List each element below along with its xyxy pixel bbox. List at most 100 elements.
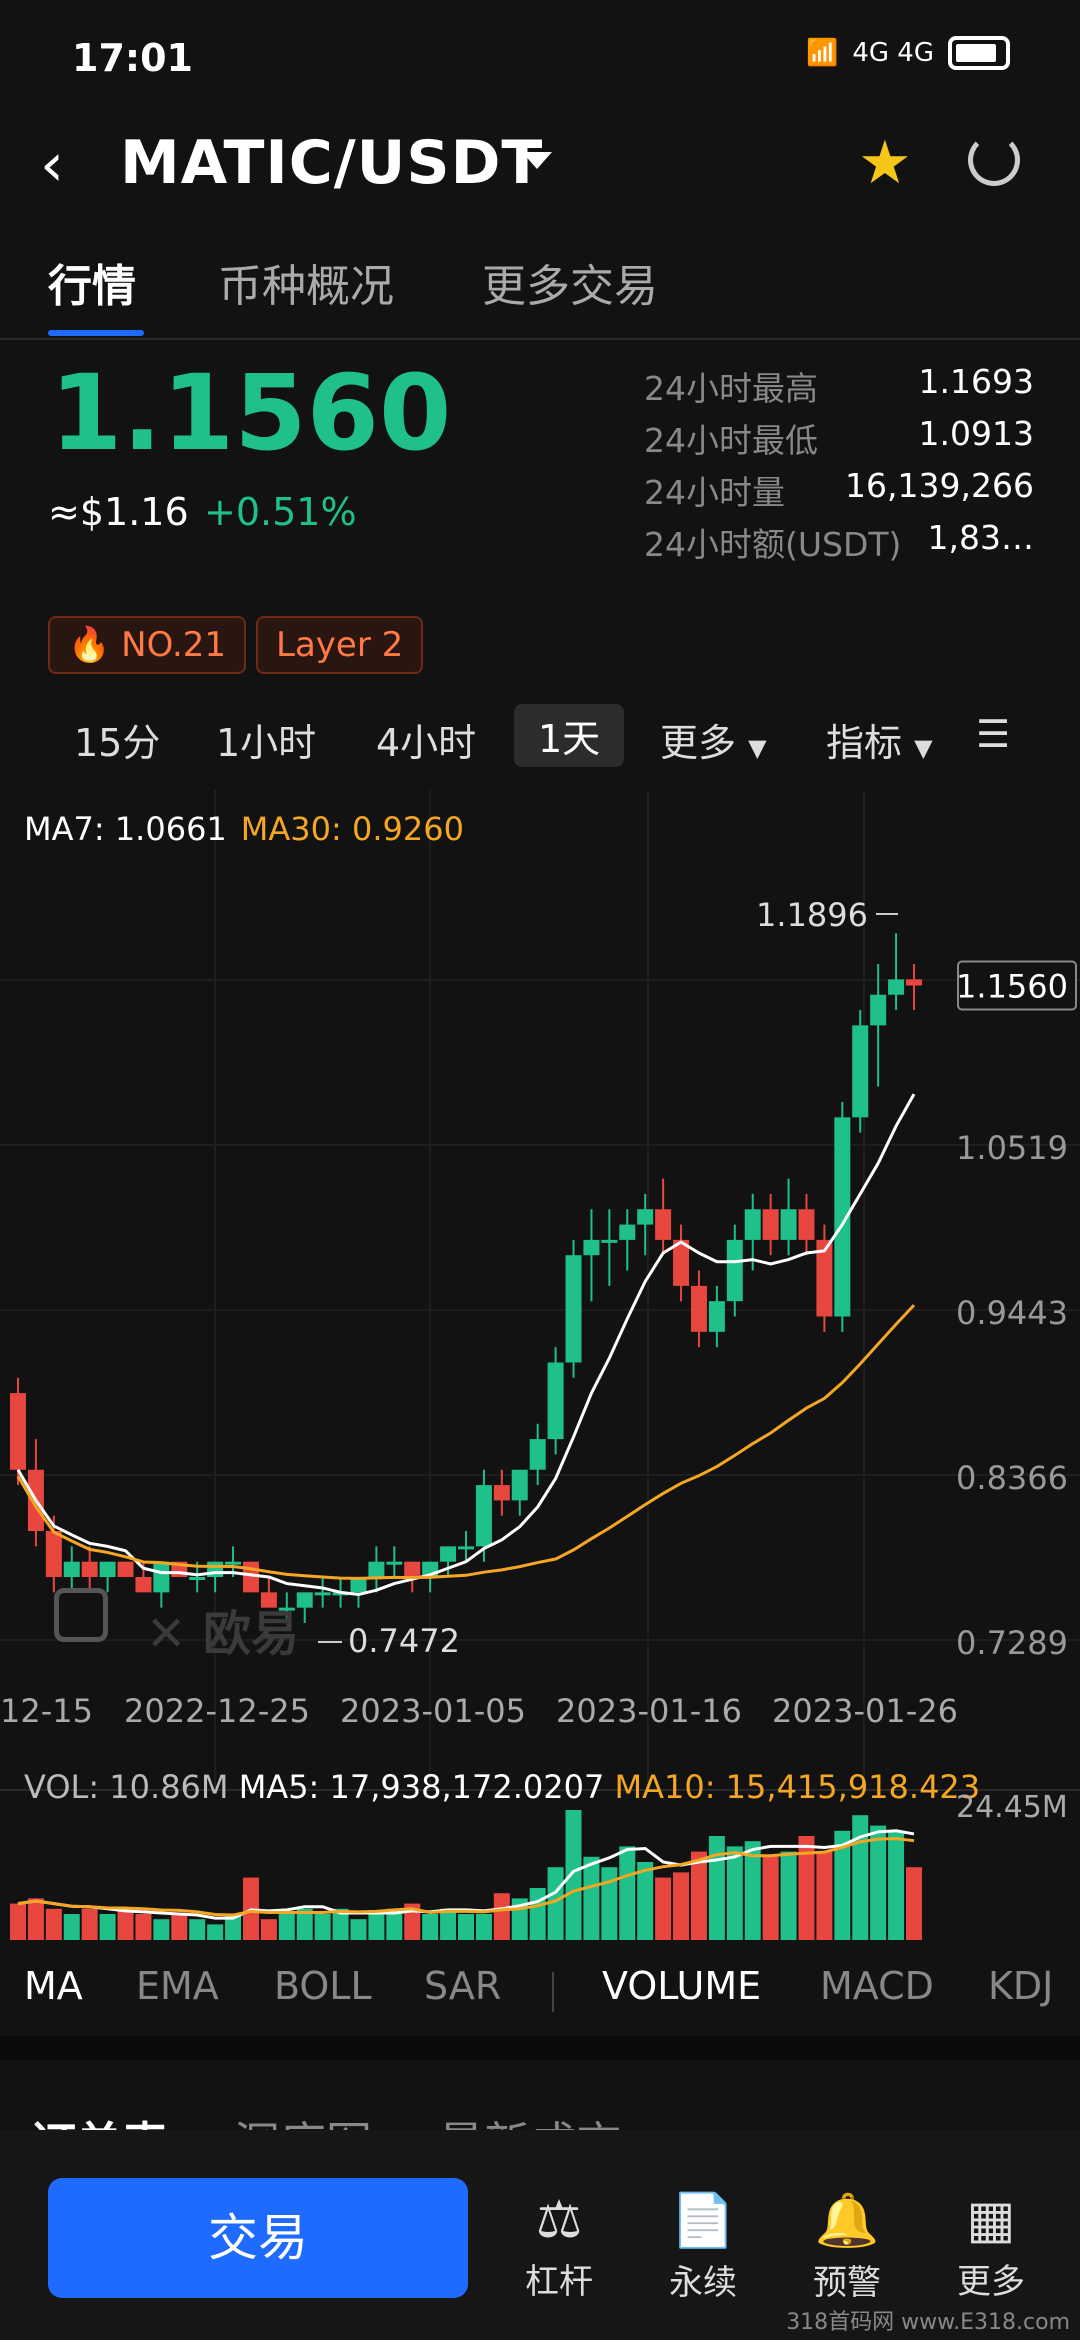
interval-1d[interactable]: 1天 xyxy=(514,704,625,767)
interval-4h[interactable]: 4小时 xyxy=(376,721,477,765)
volume-bar xyxy=(888,1830,905,1940)
indicator-menu[interactable]: 指标 ▼ xyxy=(826,712,933,767)
candle-body xyxy=(189,1577,206,1581)
battery-icon xyxy=(948,36,1010,70)
candles xyxy=(10,933,922,1623)
volume-bar xyxy=(565,1810,582,1940)
stat-label: 24小时额(USDT) xyxy=(644,525,902,564)
volume-bar xyxy=(207,1924,224,1940)
ind-boll[interactable]: BOLL xyxy=(274,1964,372,2008)
interval-bar: 15分 1小时 4小时 1天 更多 ▼ 指标 ▼ ☰ xyxy=(0,700,1080,780)
volume-bar xyxy=(798,1836,815,1940)
candle-body xyxy=(260,1592,277,1608)
ma7-value: MA7: 1.0661 xyxy=(24,810,227,848)
fullscreen-icon[interactable] xyxy=(54,1588,108,1642)
candle-body xyxy=(314,1592,331,1596)
ma-legend: MA7: 1.0661 MA30: 0.9260 xyxy=(24,810,464,848)
vol-axis-max: 24.45M xyxy=(956,1790,1068,1825)
nav-margin-label: 杠杆 xyxy=(525,2262,593,2302)
volume-bar xyxy=(153,1919,170,1940)
stat-row: 24小时最高 1.1693 xyxy=(644,362,1034,414)
current-price-box xyxy=(957,960,1077,1011)
category-badge[interactable]: Layer 2 xyxy=(256,616,424,674)
volume-legend: VOL: 10.86M MA5: 17,938,172.0207 MA10: 1… xyxy=(24,1768,980,1806)
tab-more-trading[interactable]: 更多交易 xyxy=(482,261,658,312)
chevron-down-icon[interactable] xyxy=(522,152,552,169)
volume-bar xyxy=(655,1877,672,1940)
grid-icon: ▦ xyxy=(966,2190,1016,2250)
tab-market[interactable]: 行情 xyxy=(48,261,136,312)
indicator-tabs: MA EMA BOLL SAR VOLUME MACD KDJ xyxy=(0,1950,1080,2030)
volume-bar xyxy=(816,1851,833,1940)
stat-row: 24小时最低 1.0913 xyxy=(644,414,1034,466)
candle-body xyxy=(350,1577,367,1593)
ind-sar[interactable]: SAR xyxy=(424,1964,502,2008)
candle-body xyxy=(386,1561,403,1565)
document-icon: 📄 xyxy=(670,2191,736,2251)
interval-15m[interactable]: 15分 xyxy=(74,721,161,765)
nav-perpetual-label: 永续 xyxy=(669,2263,737,2303)
interval-1h[interactable]: 1小时 xyxy=(216,721,317,765)
candle-body xyxy=(45,1531,62,1578)
candle-body xyxy=(690,1285,707,1332)
share-refresh-icon[interactable] xyxy=(968,134,1020,186)
trade-button[interactable]: 交易 xyxy=(48,2178,468,2298)
nav-alert-label: 预警 xyxy=(813,2263,881,2303)
ind-kdj[interactable]: KDJ xyxy=(988,1964,1054,2008)
volume-bar xyxy=(493,1893,510,1940)
back-icon[interactable]: ‹ xyxy=(40,130,64,200)
candle-body xyxy=(637,1209,654,1225)
candle-body xyxy=(565,1255,582,1363)
volume-bar xyxy=(583,1856,600,1940)
star-icon[interactable]: ★ xyxy=(858,128,912,198)
interval-more[interactable]: 更多 ▼ xyxy=(660,712,767,767)
candle-body xyxy=(852,1025,869,1118)
x-tick-label: 2022-12-25 xyxy=(124,1692,310,1730)
y-tick-label: 0.8366 xyxy=(956,1459,1068,1497)
candle-body xyxy=(619,1224,636,1240)
exchange-watermark: ✕ 欧易 xyxy=(146,1606,299,1662)
rank-badge[interactable]: 🔥 NO.21 xyxy=(48,616,247,674)
stat-row: 24小时量 16,139,266 xyxy=(644,466,1034,518)
nav-alert[interactable]: 🔔 预警 xyxy=(792,2190,902,2304)
x-axis-labels: 12-15 2022-12-25 2023-01-05 2023-01-16 2023-… xyxy=(0,1692,958,1730)
candle-body xyxy=(816,1239,833,1317)
network-label: 4G 4G xyxy=(852,38,934,68)
candle-body xyxy=(529,1439,546,1470)
volume-bar xyxy=(708,1836,725,1940)
tab-coin-overview[interactable]: 币种概况 xyxy=(218,261,394,312)
chart-settings-icon[interactable]: ☰ xyxy=(976,712,1011,756)
x-tick-label: 2023-01-05 xyxy=(340,1692,526,1730)
y-tick-label: 0.9443 xyxy=(956,1294,1068,1332)
usd-price: ≈$1.16 xyxy=(48,490,189,534)
ma-lines xyxy=(16,1093,916,1597)
pair-title[interactable]: MATIC/USDT xyxy=(120,128,544,198)
ind-macd[interactable]: MACD xyxy=(820,1964,934,2008)
chevron-down-icon: ▼ xyxy=(914,734,933,762)
volume-bar xyxy=(278,1914,295,1940)
candle-body xyxy=(601,1239,618,1243)
candle-body xyxy=(834,1117,851,1317)
ind-volume[interactable]: VOLUME xyxy=(602,1964,762,2008)
ind-ema[interactable]: EMA xyxy=(136,1964,219,2008)
volume-bar xyxy=(386,1908,403,1940)
section-divider xyxy=(0,2036,1080,2060)
nav-margin[interactable]: ⚖ 杠杆 xyxy=(504,2190,614,2303)
stat-value: 1.1693 xyxy=(918,362,1034,401)
status-icons: 📶 4G 4G xyxy=(806,36,1010,70)
nav-perpetual[interactable]: 📄 永续 xyxy=(648,2190,758,2304)
rank-label: NO.21 xyxy=(121,625,227,665)
volume-bar xyxy=(440,1908,457,1940)
candle-body xyxy=(475,1485,492,1547)
candle-body xyxy=(117,1561,134,1578)
nav-more[interactable]: ▦ 更多 xyxy=(936,2190,1046,2303)
candle-body xyxy=(673,1239,690,1286)
x-tick-label: 2023-01-16 xyxy=(556,1692,742,1730)
candle-body xyxy=(296,1592,313,1608)
stat-label: 24小时量 xyxy=(644,473,785,512)
volume-bar xyxy=(117,1908,134,1940)
candle-body xyxy=(368,1561,385,1578)
ind-ma[interactable]: MA xyxy=(24,1964,83,2008)
volume-bar xyxy=(601,1867,618,1940)
